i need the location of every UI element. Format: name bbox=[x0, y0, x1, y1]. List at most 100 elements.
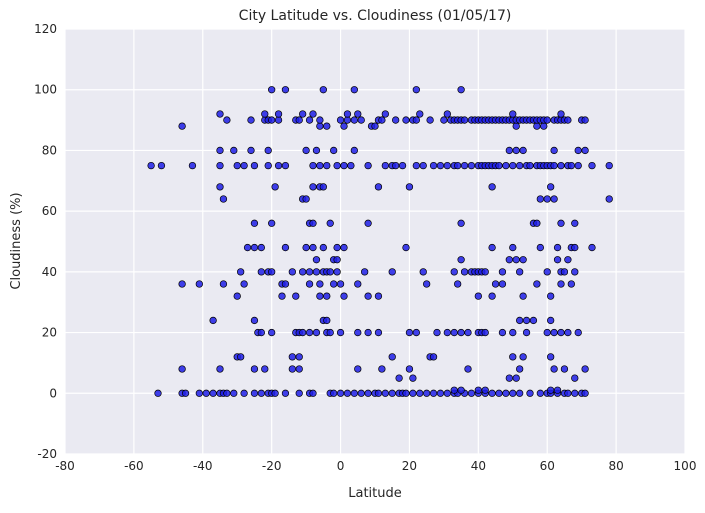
point bbox=[419, 268, 427, 276]
x-tick-label: -60 bbox=[124, 459, 144, 473]
point bbox=[405, 183, 414, 191]
point bbox=[323, 122, 331, 130]
point bbox=[412, 161, 420, 170]
point bbox=[336, 280, 345, 288]
point bbox=[354, 365, 362, 373]
point bbox=[502, 161, 510, 170]
point bbox=[350, 116, 358, 124]
point bbox=[409, 374, 417, 382]
point bbox=[567, 161, 575, 170]
point bbox=[412, 328, 420, 337]
point bbox=[202, 389, 210, 397]
point bbox=[216, 146, 224, 155]
point bbox=[536, 195, 544, 203]
chart-title: City Latitude vs. Cloudiness (01/05/17) bbox=[239, 8, 512, 24]
point bbox=[312, 256, 321, 264]
point bbox=[412, 116, 420, 124]
point bbox=[409, 389, 417, 397]
point bbox=[216, 365, 224, 373]
point bbox=[378, 365, 386, 373]
point bbox=[319, 86, 327, 94]
point bbox=[181, 389, 190, 397]
point bbox=[316, 292, 324, 300]
point bbox=[330, 146, 338, 155]
point bbox=[557, 280, 565, 288]
point bbox=[388, 268, 396, 276]
point bbox=[516, 365, 524, 373]
point bbox=[295, 353, 303, 361]
point bbox=[216, 161, 224, 170]
point bbox=[364, 219, 372, 227]
point bbox=[581, 146, 589, 155]
point bbox=[522, 316, 531, 325]
point bbox=[405, 328, 414, 337]
point bbox=[550, 161, 558, 170]
point bbox=[436, 389, 445, 397]
point bbox=[323, 292, 331, 300]
point bbox=[460, 116, 469, 124]
point bbox=[299, 268, 307, 276]
point bbox=[288, 353, 296, 361]
point bbox=[402, 116, 410, 124]
point bbox=[550, 146, 558, 155]
point bbox=[509, 353, 517, 361]
y-tick-label: 40 bbox=[42, 265, 57, 279]
point bbox=[326, 268, 334, 276]
point bbox=[271, 183, 279, 191]
y-tick-label: 0 bbox=[49, 386, 57, 400]
point bbox=[564, 328, 572, 337]
point bbox=[319, 243, 327, 252]
point bbox=[505, 146, 513, 155]
point bbox=[571, 374, 579, 382]
point bbox=[274, 116, 283, 124]
point bbox=[564, 389, 572, 397]
point bbox=[292, 292, 300, 300]
point bbox=[305, 328, 314, 337]
point bbox=[347, 161, 355, 170]
point bbox=[533, 122, 541, 130]
point bbox=[302, 195, 310, 203]
point bbox=[354, 280, 362, 288]
point bbox=[374, 389, 383, 397]
point bbox=[388, 389, 396, 397]
point bbox=[250, 316, 259, 325]
point bbox=[543, 268, 551, 276]
point bbox=[243, 243, 252, 252]
point bbox=[268, 328, 276, 337]
point bbox=[512, 146, 520, 155]
point bbox=[268, 219, 276, 227]
point bbox=[381, 110, 389, 118]
point bbox=[450, 268, 458, 276]
point bbox=[388, 353, 396, 361]
point bbox=[540, 122, 548, 130]
point bbox=[488, 292, 496, 300]
point bbox=[605, 161, 613, 170]
point bbox=[443, 110, 451, 118]
point bbox=[443, 161, 451, 170]
point bbox=[250, 161, 259, 170]
point bbox=[178, 280, 186, 288]
point bbox=[457, 86, 465, 94]
point bbox=[533, 280, 541, 288]
point bbox=[216, 110, 224, 118]
point bbox=[574, 161, 582, 170]
point bbox=[467, 389, 476, 397]
x-tick-label: 80 bbox=[608, 459, 623, 473]
point bbox=[581, 389, 589, 397]
point bbox=[526, 389, 534, 397]
point bbox=[154, 389, 162, 397]
point bbox=[261, 365, 269, 373]
y-tick-label: 60 bbox=[42, 204, 57, 218]
y-tick-label: 20 bbox=[42, 326, 57, 340]
point bbox=[264, 146, 272, 155]
point bbox=[371, 122, 379, 130]
point bbox=[571, 243, 579, 252]
point bbox=[405, 365, 414, 373]
y-axis-label: Cloudiness (%) bbox=[9, 192, 24, 289]
point bbox=[233, 292, 241, 300]
point bbox=[278, 292, 286, 300]
point bbox=[354, 328, 362, 337]
point bbox=[460, 268, 469, 276]
point bbox=[574, 328, 582, 337]
